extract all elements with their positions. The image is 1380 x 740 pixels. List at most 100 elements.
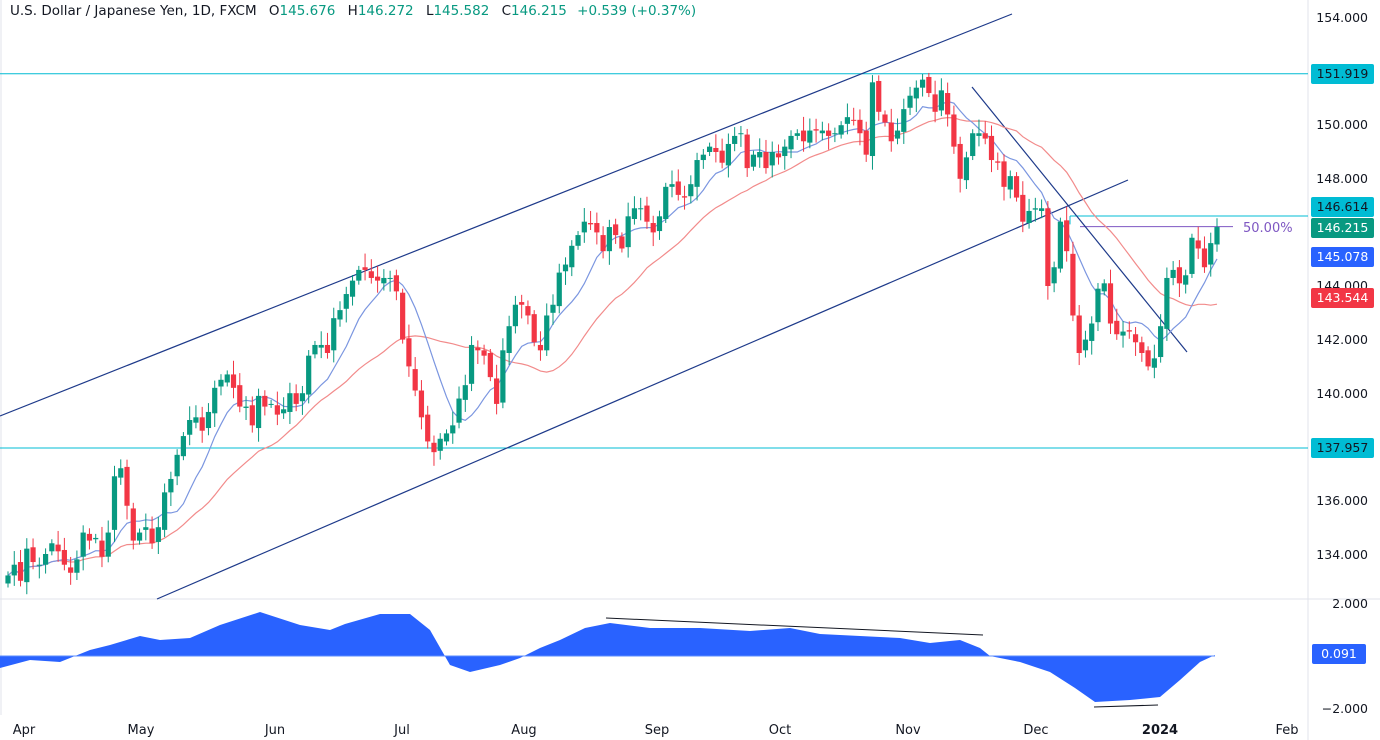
candle-body: [450, 425, 456, 434]
open-value: 145.676: [279, 3, 336, 19]
candle-body: [512, 304, 519, 327]
candle-body: [982, 133, 988, 139]
candle-body: [1214, 227, 1220, 245]
candle-body: [1101, 283, 1107, 292]
candle-body: [1145, 350, 1151, 367]
candle-body: [1189, 237, 1195, 274]
candle-body: [894, 130, 901, 139]
candle-body: [42, 554, 49, 565]
candle-body: [193, 417, 199, 423]
candle-body: [750, 154, 757, 167]
candle-body: [162, 492, 168, 530]
candle-body: [782, 146, 788, 157]
candle-body: [343, 294, 349, 309]
candle-body: [400, 292, 406, 340]
candle-body: [744, 134, 750, 169]
candle-body: [468, 344, 475, 384]
candle-body: [74, 559, 80, 573]
candle-body: [794, 133, 800, 136]
candle-body: [613, 224, 619, 236]
osc-tick: 2.000: [1332, 596, 1368, 611]
candle-body: [531, 314, 537, 343]
candle-body: [876, 80, 882, 112]
candle-body: [124, 466, 130, 506]
candle-body: [287, 393, 293, 412]
candle-body: [36, 564, 42, 566]
candle-body: [1164, 277, 1170, 329]
candle-body: [1208, 243, 1214, 265]
candle-body: [174, 454, 180, 477]
time-label: Dec: [1023, 723, 1049, 738]
candle-body: [425, 414, 431, 442]
candle-body: [963, 157, 970, 181]
time-label: Aug: [511, 723, 537, 738]
oscillator-area: [0, 612, 1215, 702]
candle-body: [1013, 176, 1020, 198]
candle-body: [306, 355, 312, 395]
time-label: Oct: [768, 723, 792, 738]
ma-slow-tag: 143.544: [1311, 288, 1374, 308]
candle-body: [732, 135, 738, 144]
candle-body: [1051, 267, 1057, 284]
candle-body: [1064, 220, 1070, 252]
candle-body: [569, 245, 575, 268]
candle-body: [656, 216, 663, 232]
time-label-year: 2024: [1141, 723, 1179, 738]
candle-body: [995, 161, 1001, 163]
candle-body: [1007, 176, 1013, 190]
candle-body: [600, 235, 606, 252]
price-tick: 134.000: [1316, 547, 1368, 562]
candle-body: [1139, 342, 1145, 353]
candle-body: [481, 350, 487, 356]
level-tag-support: 137.957: [1311, 438, 1374, 458]
candle-body: [832, 133, 838, 135]
candle-body: [1032, 208, 1038, 210]
candle-body: [888, 122, 894, 142]
candle-body: [224, 374, 230, 383]
candle-body: [418, 390, 425, 418]
candle-body: [155, 527, 161, 542]
candle-body: [738, 133, 744, 135]
candle-body: [362, 267, 368, 270]
candle-body: [68, 567, 74, 573]
candle-body: [237, 385, 243, 407]
level-tag-resistance: 151.919: [1311, 64, 1374, 84]
candle-body: [61, 549, 67, 565]
time-label: Jul: [394, 723, 410, 738]
candle-body: [1076, 315, 1082, 353]
candle-body: [249, 405, 255, 426]
candle-body: [443, 433, 450, 442]
candle-body: [763, 152, 769, 169]
candle-body: [625, 216, 631, 248]
candle-body: [863, 130, 869, 155]
candle-body: [1045, 208, 1051, 286]
candle-body: [537, 344, 544, 351]
candle-body: [55, 544, 61, 552]
symbol-legend: U.S. Dollar / Japanese Yen, 1D, FXCM O14…: [10, 3, 697, 19]
candle-body: [675, 181, 681, 195]
candle-body: [506, 326, 512, 353]
candle-body: [268, 403, 274, 405]
candle-body: [205, 411, 212, 429]
candle-body: [118, 468, 124, 478]
candle-body: [619, 236, 625, 249]
candle-body: [945, 93, 951, 115]
candle-body: [318, 344, 324, 348]
candle-body: [1170, 269, 1176, 278]
candle-body: [1201, 248, 1208, 268]
candle-body: [462, 385, 468, 400]
candle-body: [1158, 326, 1164, 358]
channel-lower-line: [156, 179, 1129, 600]
low-value: 145.582: [433, 3, 490, 19]
ma-fast-line: [7, 100, 1218, 576]
candle-body: [1126, 330, 1132, 332]
candle-body: [299, 393, 306, 402]
candle-body: [500, 350, 506, 403]
divergence-line-bearish: [605, 617, 984, 636]
price-tick: 148.000: [1316, 171, 1368, 186]
candle-body: [638, 208, 644, 210]
candle-body: [243, 406, 249, 408]
candle-body: [800, 130, 807, 142]
candle-body: [769, 152, 775, 166]
